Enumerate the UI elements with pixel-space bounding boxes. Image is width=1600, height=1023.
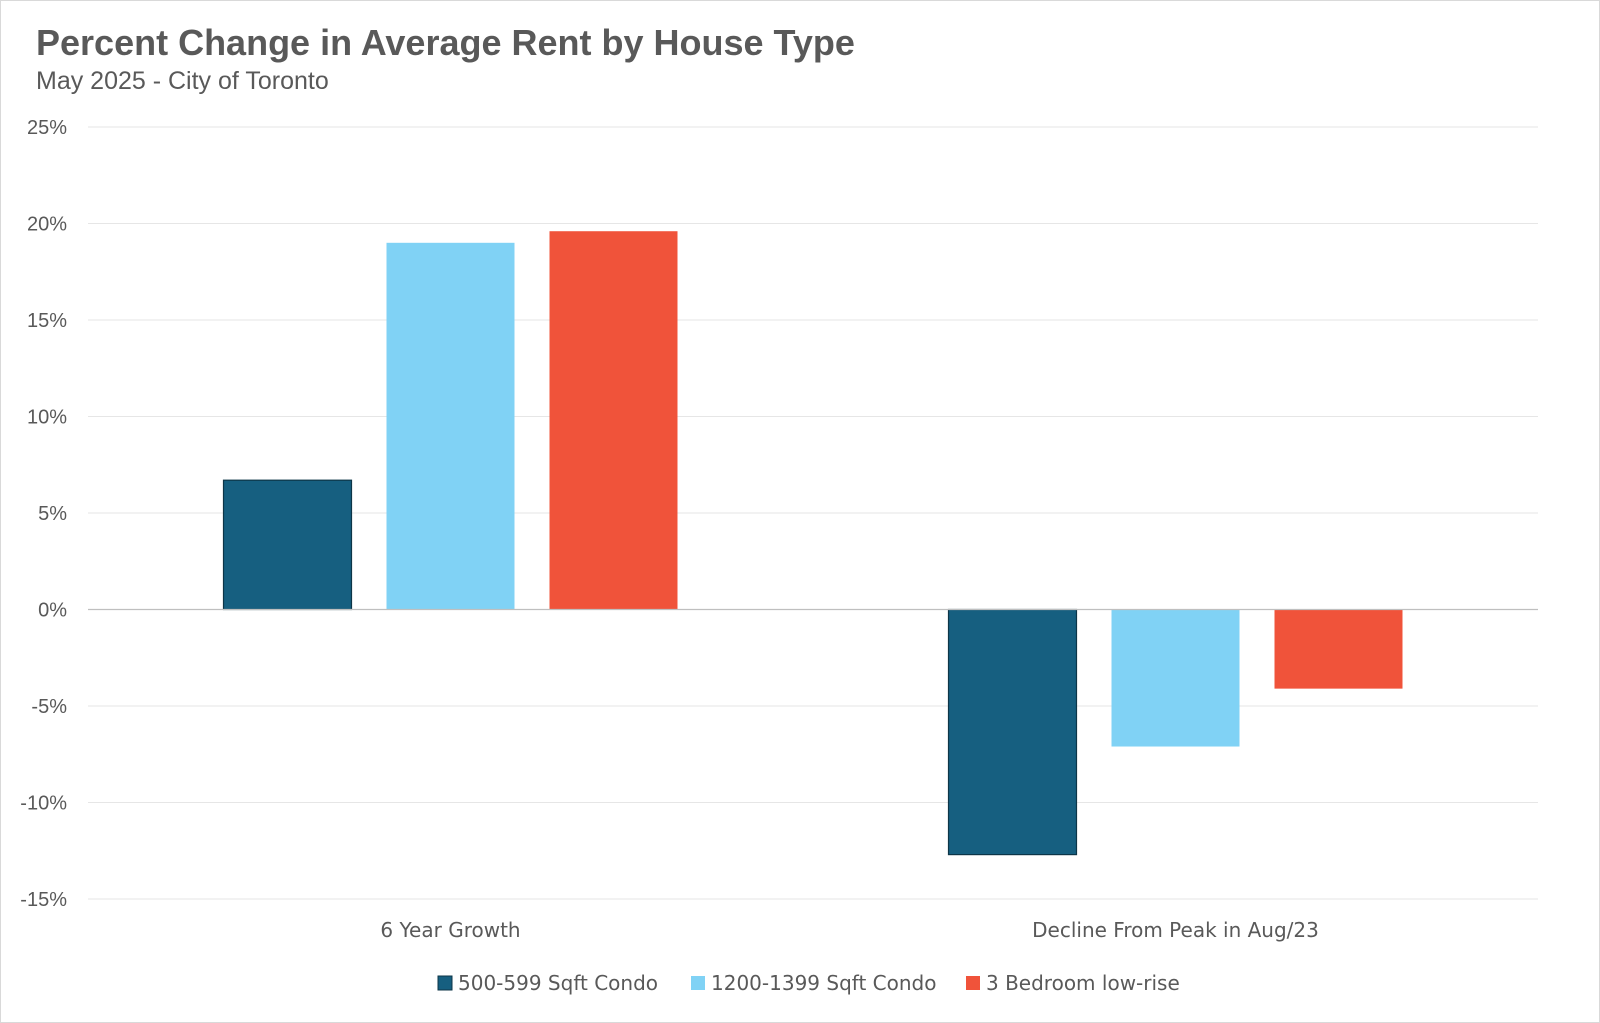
legend-label: 500-599 Sqft Condo [458, 971, 658, 995]
chart-title: Percent Change in Average Rent by House … [36, 22, 855, 63]
bar [947, 608, 1078, 856]
category-label: Decline From Peak in Aug/23 [1032, 918, 1319, 942]
y-axis-tick-labels: 25% 20% 15% 10% 5% 0% -5% -10% -15% [20, 117, 67, 911]
legend-label: 1200-1399 Sqft Condo [711, 971, 936, 995]
y-tick-label: -5% [31, 696, 67, 718]
y-tick-label: 5% [38, 503, 67, 525]
y-tick-label: -10% [20, 793, 67, 815]
category-label: 6 Year Growth [380, 918, 520, 942]
y-tick-label: 0% [38, 600, 67, 622]
legend-swatch [437, 975, 453, 991]
legend-swatch [966, 976, 980, 990]
y-tick-label: 10% [27, 407, 67, 429]
x-axis-category-labels: 6 Year Growth Decline From Peak in Aug/23 [380, 918, 1318, 942]
legend-label: 3 Bedroom low-rise [986, 971, 1180, 995]
legend-swatch [691, 976, 705, 990]
y-tick-label: 20% [27, 214, 67, 236]
gridlines [88, 126, 1538, 900]
y-tick-label: -15% [20, 889, 67, 911]
bar [549, 231, 678, 610]
bar [386, 242, 515, 610]
chart-subtitle: May 2025 - City of Toronto [36, 67, 329, 95]
bar [1274, 609, 1403, 689]
y-tick-label: 25% [27, 117, 67, 139]
bar [1111, 609, 1240, 747]
y-tick-label: 15% [27, 310, 67, 332]
legend: 500-599 Sqft Condo 1200-1399 Sqft Condo 3 … [437, 971, 1180, 995]
bar [222, 479, 353, 611]
bars [222, 231, 1403, 856]
